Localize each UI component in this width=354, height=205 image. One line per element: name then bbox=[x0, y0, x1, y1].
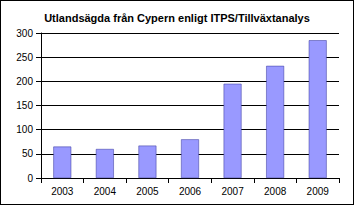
svg-text:2006: 2006 bbox=[179, 186, 202, 197]
svg-text:200: 200 bbox=[16, 76, 33, 87]
svg-text:0: 0 bbox=[27, 173, 33, 184]
svg-text:2008: 2008 bbox=[264, 186, 287, 197]
svg-text:2005: 2005 bbox=[136, 186, 159, 197]
svg-text:150: 150 bbox=[16, 100, 33, 111]
svg-text:250: 250 bbox=[16, 52, 33, 63]
svg-text:50: 50 bbox=[22, 148, 34, 159]
svg-text:300: 300 bbox=[16, 28, 33, 39]
svg-text:100: 100 bbox=[16, 124, 33, 135]
svg-text:2004: 2004 bbox=[94, 186, 117, 197]
svg-text:Utlandsägda från Cypern enligt: Utlandsägda från Cypern enligt ITPS/Till… bbox=[44, 12, 310, 24]
svg-text:2003: 2003 bbox=[51, 186, 74, 197]
svg-text:2009: 2009 bbox=[307, 186, 330, 197]
svg-text:2007: 2007 bbox=[221, 186, 244, 197]
